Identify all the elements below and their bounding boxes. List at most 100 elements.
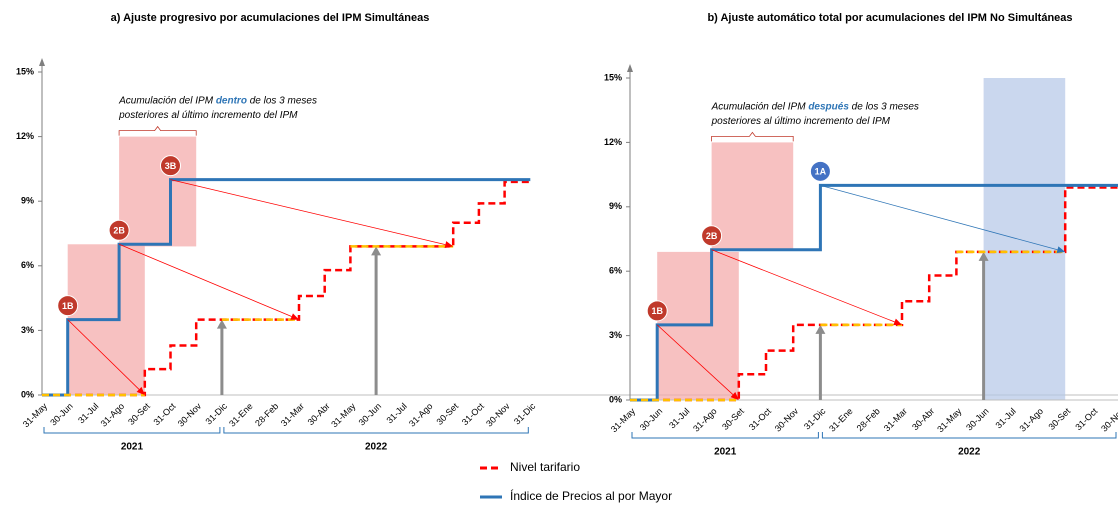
arrow-head bbox=[1056, 246, 1066, 254]
note-text: posteriores al último incremento del IPM bbox=[118, 110, 298, 121]
x-tick-label: 31-Jul bbox=[667, 406, 691, 430]
arrow bbox=[711, 249, 895, 323]
x-tick-label: 31-Mar bbox=[279, 401, 306, 428]
x-tick-label: 30-Abr bbox=[910, 406, 936, 432]
gray-arrow-head bbox=[216, 319, 227, 329]
x-tick-label: 28-Feb bbox=[855, 406, 882, 433]
y-tick-label: 3% bbox=[21, 325, 34, 335]
x-tick-label: 30-Nov bbox=[773, 406, 801, 434]
y-axis-arrow bbox=[627, 64, 633, 72]
x-tick-label: 31-Jul bbox=[384, 401, 408, 425]
x-tick-label: 31-Dic bbox=[204, 401, 230, 427]
arrow bbox=[820, 184, 1058, 251]
x-tick-label: 30-Set bbox=[1046, 406, 1072, 432]
y-tick-label: 15% bbox=[16, 66, 34, 76]
ipm-line bbox=[42, 178, 531, 397]
group-label: 2021 bbox=[121, 442, 144, 453]
x-tick-label: 31-Oct bbox=[1073, 406, 1100, 433]
gray-arrow-head bbox=[815, 324, 826, 334]
shaded-band bbox=[711, 142, 794, 250]
legend-label: Índice de Precios al por Mayor bbox=[510, 488, 672, 503]
point-label: 1A bbox=[815, 167, 827, 177]
note-part: dentro bbox=[216, 95, 247, 106]
note-text: posteriores al último incremento del IPM bbox=[711, 116, 891, 127]
arrow bbox=[656, 324, 734, 395]
x-tick-label: 30-Jun bbox=[964, 406, 991, 433]
x-tick-label: 28-Feb bbox=[253, 401, 280, 428]
arrow-head bbox=[136, 386, 145, 395]
point-badge bbox=[57, 295, 79, 317]
y-tick-label: 12% bbox=[604, 137, 622, 147]
x-tick-label: 31-Ago bbox=[1017, 406, 1045, 434]
y-tick-label: 9% bbox=[609, 201, 622, 211]
group-label: 2021 bbox=[714, 447, 737, 458]
x-tick-label: 31-Mar bbox=[882, 406, 909, 433]
x-tick-label: 30-Abr bbox=[306, 401, 332, 427]
x-tick-label: 30-Nov bbox=[176, 401, 204, 429]
x-tick-label: 31-Oct bbox=[747, 406, 774, 433]
point-badge bbox=[108, 219, 130, 241]
x-tick-label: 31-May bbox=[935, 406, 964, 435]
point-label: 2B bbox=[113, 226, 125, 236]
y-tick-label: 6% bbox=[21, 260, 34, 270]
group-bracket bbox=[223, 427, 529, 434]
group-bracket bbox=[43, 427, 221, 434]
point-label: 1B bbox=[651, 306, 663, 316]
x-tick-label: 31-Ago bbox=[407, 401, 435, 429]
note-bracket bbox=[711, 131, 794, 142]
x-tick-label: 31-Dic bbox=[512, 401, 538, 427]
x-tick-label: 31-Ene bbox=[827, 406, 855, 434]
x-tick-label: 31-Oct bbox=[151, 401, 178, 428]
point-label: 2B bbox=[706, 231, 718, 241]
legend-label: Nivel tarifario bbox=[510, 460, 580, 474]
x-tick-label: 30-Jun bbox=[357, 401, 384, 428]
point-badge bbox=[646, 300, 668, 322]
x-tick-label: 30-Nov bbox=[484, 401, 512, 429]
note-text: Acumulación del IPM dentro de los 3 mese… bbox=[118, 95, 317, 106]
point-badge bbox=[160, 155, 181, 177]
gray-arrow-head bbox=[978, 251, 989, 261]
x-tick-label: 30-Jun bbox=[48, 401, 75, 428]
y-tick-label: 0% bbox=[609, 394, 622, 404]
arrow-head bbox=[730, 392, 739, 400]
x-tick-label: 30-Nov bbox=[1099, 406, 1118, 434]
x-tick-label: 30-Set bbox=[434, 401, 460, 427]
x-tick-label: 30-Jun bbox=[638, 406, 665, 433]
point-badge bbox=[701, 225, 723, 247]
x-tick-label: 31-Ago bbox=[99, 401, 127, 429]
point-badge bbox=[809, 160, 831, 182]
flat-segment bbox=[42, 245, 454, 397]
note-text: Acumulación del IPM después de los 3 mes… bbox=[711, 101, 919, 112]
x-tick-label: 31-Dic bbox=[802, 406, 828, 432]
tariff-line bbox=[42, 180, 531, 397]
ipm-line bbox=[630, 183, 1118, 402]
note-bracket bbox=[118, 125, 197, 136]
note-part: de los 3 meses bbox=[247, 95, 317, 106]
arrow bbox=[118, 243, 292, 317]
flat-segment bbox=[630, 250, 1066, 402]
y-tick-label: 0% bbox=[21, 389, 34, 399]
x-tick-label: 31-Jul bbox=[76, 401, 100, 425]
note-part: de los 3 meses bbox=[849, 101, 919, 112]
chart-title: b) Ajuste automático total por acumulaci… bbox=[707, 12, 1072, 24]
y-tick-label: 3% bbox=[609, 330, 622, 340]
chart-title: a) Ajuste progresivo por acumulaciones d… bbox=[111, 12, 430, 24]
arrow bbox=[67, 319, 140, 390]
shaded-band bbox=[119, 136, 197, 247]
x-tick-label: 30-Set bbox=[720, 406, 746, 432]
note-part: Acumulación del IPM bbox=[118, 95, 216, 106]
arrow-head bbox=[444, 241, 454, 248]
note-part: después bbox=[808, 101, 849, 112]
x-tick-label: 31-Jul bbox=[993, 406, 1017, 430]
x-tick-label: 31-Ene bbox=[227, 401, 255, 429]
y-tick-label: 6% bbox=[609, 266, 622, 276]
y-tick-label: 15% bbox=[604, 72, 622, 82]
y-tick-label: 12% bbox=[16, 131, 34, 141]
shaded-band bbox=[983, 78, 1066, 400]
note-part: Acumulación del IPM bbox=[711, 101, 809, 112]
x-tick-label: 31-Ago bbox=[691, 406, 719, 434]
x-tick-label: 31-May bbox=[609, 406, 638, 435]
y-axis-arrow bbox=[39, 58, 45, 66]
group-label: 2022 bbox=[365, 442, 388, 453]
